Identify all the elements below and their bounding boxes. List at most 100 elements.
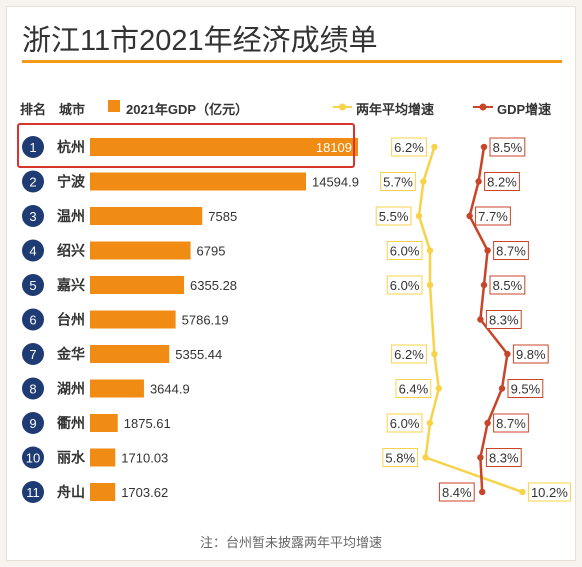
avg-growth-line — [417, 146, 523, 494]
avg-growth-label-box — [375, 206, 412, 226]
gdp-growth-value-label: 8.4% — [442, 485, 472, 500]
gdp-value-label: 1875.61 — [124, 416, 171, 431]
rank-circle — [22, 377, 44, 400]
legend-gdp-growth-label: GDP增速 — [497, 102, 552, 117]
legend-gdp-growth-marker — [479, 103, 487, 111]
avg-growth-point — [426, 247, 434, 254]
gdp-growth-value-label: 9.8% — [516, 347, 546, 362]
avg-growth-value-label: 6.0% — [390, 416, 420, 431]
rank-circle — [22, 239, 44, 262]
gdp-bar — [90, 310, 176, 329]
avg-growth-point — [519, 488, 526, 496]
rank-number: 11 — [26, 485, 40, 500]
gdp-bar — [90, 483, 116, 501]
gdp-growth-point — [475, 178, 482, 185]
avg-growth-label-box — [386, 413, 423, 433]
gdp-growth-point — [477, 316, 484, 323]
avg-growth-value-label: 5.7% — [383, 175, 413, 190]
city-label: 宁波 — [57, 174, 86, 191]
rank-number: 1 — [29, 140, 36, 155]
gdp-growth-label-box — [489, 275, 526, 295]
gdp-bar — [90, 241, 191, 260]
avg-growth-label-box — [386, 241, 423, 260]
gdp-growth-label-box — [507, 379, 544, 398]
avg-growth-label-box — [382, 448, 419, 467]
rank-circle — [22, 343, 44, 365]
header-rank: 排名 — [20, 102, 47, 117]
gdp-growth-label-box — [512, 344, 549, 364]
gdp-growth-point — [498, 385, 506, 392]
avg-growth-label-box — [391, 137, 427, 157]
avg-growth-value-label: 5.8% — [385, 451, 415, 466]
legend-gdp-swatch — [108, 100, 120, 112]
avg-growth-value-label: 10.2% — [531, 485, 568, 500]
avg-growth-value-label: 6.4% — [399, 382, 429, 397]
gdp-growth-value-label: 8.7% — [496, 244, 526, 259]
gdp-growth-label-box — [493, 241, 529, 260]
gdp-bar — [90, 414, 118, 432]
rank-number: 5 — [29, 278, 36, 293]
avg-growth-label-box — [391, 344, 427, 364]
avg-growth-point — [435, 385, 442, 392]
rank-circle — [22, 274, 44, 296]
rank-number: 2 — [29, 175, 36, 190]
gdp-value-label: 6355.28 — [190, 278, 237, 293]
gdp-value-label: 1703.62 — [121, 485, 168, 500]
avg-growth-label-box — [395, 379, 432, 398]
gdp-growth-label-box — [489, 137, 526, 157]
gdp-growth-value-label: 8.3% — [489, 313, 519, 328]
gdp-growth-value-label: 8.3% — [489, 451, 519, 466]
rank-circle — [22, 308, 44, 331]
rank-circle — [22, 481, 44, 503]
legend-avg-growth-marker — [339, 103, 346, 111]
city-label: 金华 — [56, 346, 85, 363]
chart-title: 浙江11市2021年经济成绩单 — [22, 25, 378, 57]
gdp-growth-label-box — [493, 413, 529, 433]
gdp-bar — [90, 379, 144, 398]
city-label: 台州 — [57, 312, 85, 329]
gdp-value-label: 1710.03 — [121, 451, 168, 466]
gdp-value-label: 6795 — [197, 244, 226, 259]
avg-growth-value-label: 6.0% — [390, 244, 420, 259]
avg-growth-point — [422, 454, 429, 461]
avg-growth-label-box — [380, 172, 416, 191]
rank-number: 10 — [26, 451, 40, 466]
rank-number: 8 — [29, 382, 36, 397]
avg-growth-point — [420, 178, 427, 185]
gdp-growth-point — [484, 247, 491, 254]
avg-growth-point — [426, 419, 434, 427]
gdp-growth-point — [480, 281, 488, 289]
gdp-growth-label-box — [475, 206, 511, 226]
rank-circle — [22, 170, 44, 193]
avg-growth-point — [415, 212, 423, 220]
city-label: 衢州 — [57, 415, 85, 432]
gdp-growth-point — [479, 488, 486, 496]
gdp-growth-point — [504, 350, 511, 358]
avg-growth-value-label: 5.5% — [379, 209, 409, 224]
gdp-growth-label-box — [485, 448, 522, 467]
gdp-bar — [90, 138, 358, 156]
rank-circle — [22, 136, 44, 158]
avg-growth-label-box — [386, 275, 423, 295]
avg-growth-label-box — [527, 482, 571, 502]
gdp-bar — [90, 172, 306, 191]
gdp-bar — [90, 345, 170, 363]
legend-avg-growth-label: 两年平均增速 — [356, 102, 435, 117]
avg-growth-value-label: 6.2% — [394, 347, 424, 362]
gdp-growth-value-label: 8.5% — [493, 140, 523, 155]
avg-growth-point — [431, 143, 438, 151]
rank-number: 4 — [29, 244, 36, 259]
footnote: 注：台州暂未披露两年平均增速 — [199, 535, 382, 550]
avg-growth-point — [426, 281, 434, 289]
rank-number: 7 — [29, 347, 36, 362]
rank-number: 3 — [29, 209, 36, 224]
highlight-box-hangzhou — [17, 123, 355, 168]
header-city: 城市 — [59, 102, 86, 117]
gdp-value-label: 3644.9 — [150, 382, 190, 397]
gdp-growth-point — [477, 454, 484, 461]
city-label: 舟山 — [57, 484, 85, 501]
gdp-growth-label-box — [484, 172, 520, 191]
legend-gdp-label: 2021年GDP（亿元） — [126, 102, 249, 117]
title-underline — [22, 60, 562, 63]
city-label: 湖州 — [57, 382, 85, 398]
